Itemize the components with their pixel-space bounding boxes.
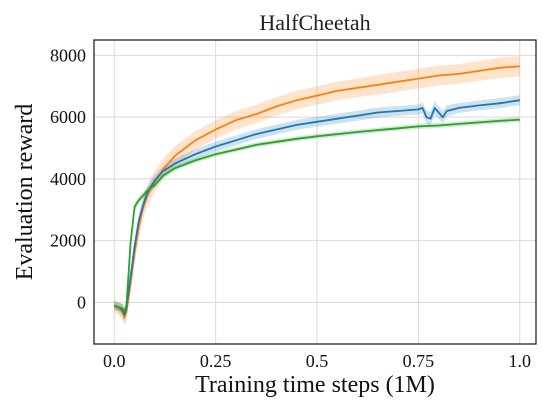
y-tick-label: 0 [77,292,86,312]
y-tick-label: 2000 [50,231,86,251]
y-tick-label: 4000 [50,169,86,189]
y-tick-label: 6000 [50,107,86,127]
chart-title: HalfCheetah [259,10,370,35]
ticks: 0.0 0.25 0.5 0.75 1.0 0 2000 4000 6000 8000 [50,45,531,371]
x-tick-label: 0.5 [306,351,329,371]
series-lines [113,65,520,319]
confidence-bands [114,56,520,326]
x-tick-label: 0.0 [103,351,126,371]
x-tick-label: 1.0 [509,351,532,371]
series-band [114,56,520,326]
y-axis-label: Evaluation reward [12,104,38,281]
x-axis-label: Training time steps (1M) [195,372,435,398]
series-line [113,99,520,316]
plot-frame [93,39,537,345]
y-tick-label: 8000 [50,45,86,65]
grid [94,40,536,344]
x-tick-label: 0.75 [403,351,435,371]
x-tick-label: 0.25 [200,351,232,371]
series-line [113,118,520,313]
